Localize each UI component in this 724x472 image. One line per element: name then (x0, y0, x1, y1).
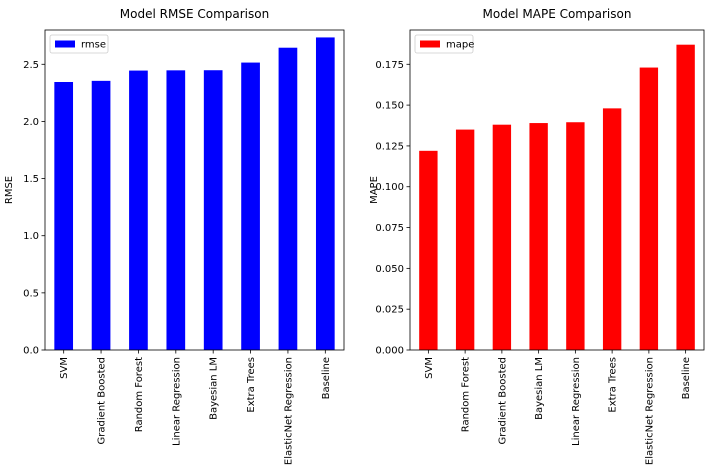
x-tick-label: Linear Regression (571, 357, 582, 446)
y-axis-label: MAPE (369, 176, 380, 204)
chart-title: Model RMSE Comparison (120, 7, 269, 21)
bar-baseline (676, 44, 695, 350)
legend-label: mape (446, 40, 474, 51)
y-tick-label: 1.5 (23, 174, 39, 185)
bar-svm (54, 82, 74, 350)
legend: mape (414, 34, 474, 54)
legend-swatch (55, 40, 75, 48)
x-tick-label: Random Forest (134, 357, 145, 432)
y-tick-label: 2.5 (23, 60, 39, 71)
bar-svm (419, 150, 438, 350)
y-tick-label: 0.0 (23, 346, 39, 357)
x-tick-label: ElasticNet Regression (283, 357, 294, 465)
y-tick-label: 0.100 (375, 182, 404, 193)
bar-extra-trees (241, 62, 260, 350)
x-tick-label: Linear Regression (171, 357, 182, 446)
bar-gradient-boosted (91, 80, 111, 351)
y-tick-label: 0.000 (375, 346, 404, 357)
y-tick-label: 0.175 (375, 60, 404, 71)
x-tick-label: Baseline (681, 357, 692, 399)
x-tick-label: Gradient Boosted (497, 357, 508, 444)
y-tick-label: 1.0 (23, 231, 39, 242)
y-tick-label: 0.5 (23, 288, 39, 299)
legend-box (414, 34, 474, 54)
legend: rmse (49, 34, 109, 54)
x-tick-label: Baseline (321, 357, 332, 399)
bar-bayesian-lm (203, 70, 223, 350)
bar-linear-regression (166, 70, 186, 350)
y-tick-label: 0.075 (375, 223, 404, 234)
x-tick-label: Bayesian LM (534, 357, 545, 420)
legend-box (49, 34, 109, 54)
bar-elasticnet-regression (639, 67, 659, 351)
bar-random-forest (129, 70, 148, 350)
bar-linear-regression (566, 122, 585, 351)
bar-baseline (315, 37, 335, 351)
plot-frame (44, 29, 345, 351)
x-tick-label: Bayesian LM (209, 357, 220, 420)
chart-title: Model MAPE Comparison (483, 7, 632, 21)
y-tick-label: 0.050 (375, 264, 404, 275)
x-tick-label: Gradient Boosted (97, 357, 108, 444)
y-tick-label: 2.0 (23, 117, 39, 128)
bar-random-forest (455, 129, 475, 350)
x-tick-label: ElasticNet Regression (644, 357, 655, 465)
chart-panel-2: Model MAPE Comparison 0.000 0.025 0.050 0.07… (369, 7, 705, 465)
y-tick-label: 0.025 (375, 305, 404, 316)
legend-swatch (420, 40, 440, 48)
x-tick-label: Extra Trees (608, 357, 619, 413)
bar-gradient-boosted (492, 124, 512, 350)
x-tick-label: Extra Trees (246, 357, 257, 413)
y-tick-label: 0.150 (375, 101, 404, 112)
y-axis-label: RMSE (4, 176, 15, 204)
bar-extra-trees (602, 108, 622, 351)
x-tick-label: SVM (424, 357, 435, 379)
bar-bayesian-lm (529, 123, 548, 350)
x-tick-label: SVM (59, 357, 70, 379)
chart-panel-1: Model RMSE Comparison 0.0 0.5 1.0 1.5 2.0 2.5 S… (4, 7, 345, 465)
bar-elasticnet-regression (278, 47, 298, 351)
x-tick-label: Random Forest (461, 357, 472, 432)
plot-frame (409, 29, 705, 351)
y-tick-label: 0.125 (375, 141, 404, 152)
legend-label: rmse (81, 40, 106, 51)
